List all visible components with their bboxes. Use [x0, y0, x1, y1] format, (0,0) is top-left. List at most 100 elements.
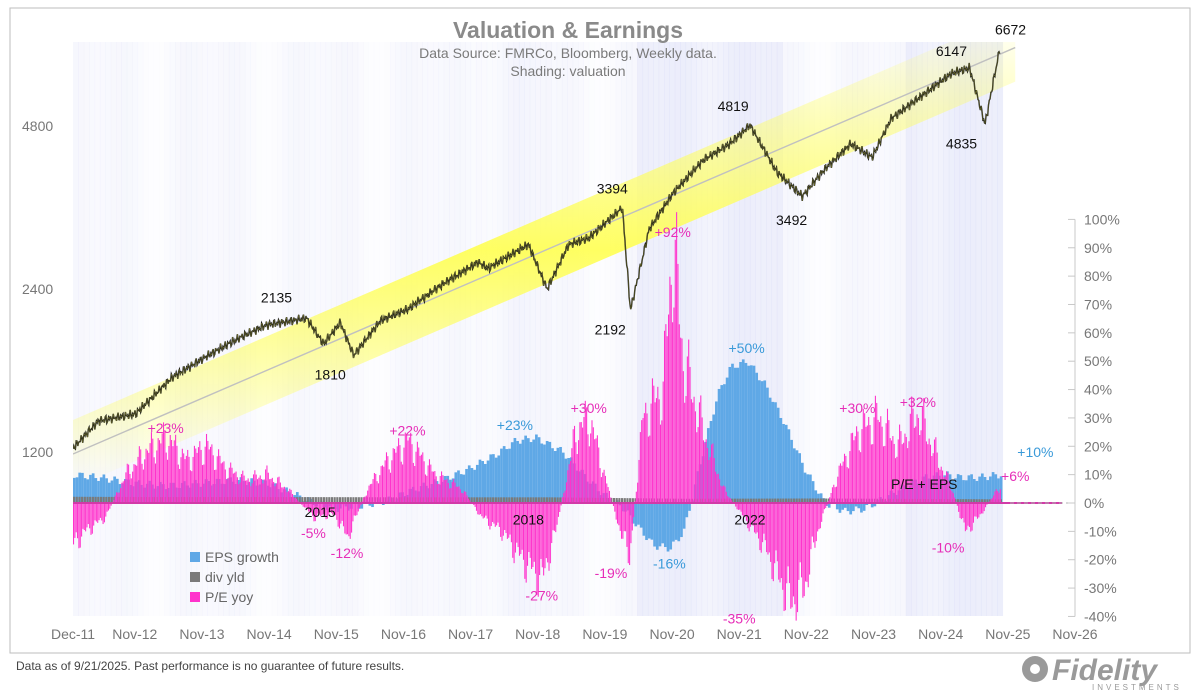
pe-yoy-bar	[420, 454, 422, 503]
pe-yoy-bar	[295, 498, 298, 503]
shade-stripe	[927, 42, 934, 616]
pe-yoy-bar	[813, 503, 815, 543]
pe-yoy-bar	[266, 465, 268, 503]
pe-yoy-bar	[439, 475, 441, 503]
eps-growth-bar	[817, 493, 820, 503]
pe-yoy-bar	[740, 503, 742, 512]
price-label: 1810	[315, 366, 346, 382]
pe-yoy-bar	[95, 503, 97, 522]
pe-yoy-bar	[794, 503, 796, 605]
pe-yoy-bar	[517, 503, 519, 548]
eps-growth-bar	[481, 461, 485, 503]
pe-yoy-bar	[739, 503, 741, 510]
eps-growth-bar	[741, 359, 745, 503]
pe-yoy-bar	[235, 471, 237, 503]
div-yld-bar	[736, 498, 739, 503]
eps-growth-bar	[747, 365, 750, 503]
pe-yoy-bar	[798, 503, 800, 580]
pe-yoy-bar	[105, 503, 107, 517]
div-yld-bar	[156, 497, 159, 503]
footer-note: Data as of 9/21/2025. Past performance i…	[16, 659, 404, 673]
div-yld-bar	[78, 496, 81, 503]
eps-growth-bar	[505, 449, 509, 503]
pe-yoy-bar	[232, 473, 234, 503]
shade-stripe	[900, 42, 907, 616]
shade-stripe	[201, 42, 208, 616]
shade-stripe	[680, 42, 687, 616]
eps-growth-bar	[118, 484, 122, 503]
pe-yoy-bar	[899, 424, 901, 503]
pe-yoy-bar	[966, 503, 968, 530]
pe-yoy-bar	[359, 503, 361, 508]
eps-growth-bar	[529, 442, 533, 503]
pe-yoy-bar	[309, 503, 311, 513]
pe-yoy-bar	[204, 446, 206, 503]
pe-yoy-bar	[864, 413, 866, 503]
pe-yoy-bar	[559, 503, 561, 513]
div-yld-bar	[782, 498, 785, 503]
pe-yoy-bar	[230, 462, 232, 503]
shade-stripe	[78, 42, 85, 616]
x-axis-tick-label: Nov-26	[1052, 626, 1097, 642]
eps-growth-bar	[518, 443, 522, 503]
pe-yoy-bar	[516, 503, 518, 543]
pe-yoy-bar	[936, 452, 938, 503]
pe-yoy-bar	[900, 431, 902, 503]
eps-growth-bar	[755, 372, 759, 503]
shade-stripe	[868, 42, 875, 616]
eps-growth-bar	[838, 503, 842, 513]
shade-stripe	[524, 42, 531, 616]
pe-yoy-bar	[881, 426, 883, 503]
pe-yoy-bar	[175, 434, 177, 503]
shade-stripe	[481, 42, 488, 616]
shade-stripe	[271, 42, 278, 616]
eps-growth-bar	[543, 444, 546, 503]
eps-growth-bar	[99, 477, 103, 503]
pe-yoy-bar	[618, 503, 620, 526]
shade-stripe	[637, 42, 644, 616]
pe-yoy-bar	[790, 503, 792, 609]
pe-yoy-bar	[878, 422, 880, 503]
pe-yoy-bar	[520, 503, 522, 555]
pe-yoy-bar	[925, 441, 927, 503]
pe-yoy-bar	[693, 396, 695, 503]
pe-yoy-bar	[760, 503, 762, 553]
eps-growth-bar	[811, 481, 815, 503]
x-axis-tick-label: Nov-12	[112, 626, 157, 642]
pe-yoy-bar	[698, 402, 700, 503]
pe-yoy-bar	[199, 441, 201, 503]
pe-yoy-bar	[78, 503, 80, 549]
div-yld-bar	[532, 497, 535, 503]
price-line-layer	[73, 50, 1001, 451]
pe-yoy-bar	[927, 444, 929, 503]
pe-yoy-bar	[281, 487, 283, 503]
pe-yoy-bar	[814, 503, 816, 548]
div-yld-bar	[89, 496, 92, 503]
pe-yoy-bar	[849, 451, 851, 503]
pe-yoy-bar	[572, 429, 574, 503]
shade-stripe	[502, 42, 509, 616]
year-label: 2015	[305, 504, 336, 520]
pe-yoy-bar	[866, 425, 868, 503]
right-axis-tick-label: 70%	[1084, 296, 1112, 312]
pe-yoy-bar	[270, 478, 272, 503]
div-yld-bar	[81, 496, 84, 503]
pe-yoy-bar	[203, 464, 205, 503]
pe-yoy-bar	[200, 449, 202, 503]
pe-yoy-bar	[937, 467, 940, 503]
pe-yoy-bar	[829, 497, 831, 503]
x-axis-tick-label: Nov-25	[985, 626, 1030, 642]
div-yld-bar	[768, 498, 771, 503]
eps-growth-bar	[107, 482, 111, 503]
pe-yoy-bar	[83, 503, 85, 530]
shade-stripe	[852, 42, 859, 616]
x-axis-tick-label: Nov-22	[784, 626, 829, 642]
pe-yoy-bar	[125, 472, 127, 503]
eps-label: +10%	[1017, 444, 1053, 460]
legend-label: P/E yoy	[205, 589, 253, 605]
pe-yoy-bar	[907, 448, 909, 503]
pe-yoy-bar	[141, 463, 143, 503]
div-yld-bar	[314, 497, 317, 503]
pe-yoy-bar	[928, 438, 930, 503]
pe-yoy-bar	[449, 488, 451, 503]
